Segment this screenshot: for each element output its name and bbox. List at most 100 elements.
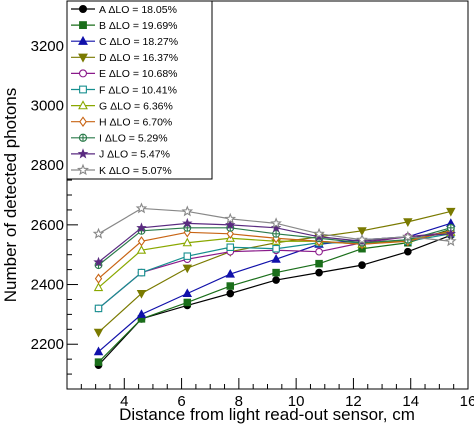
x-tick-label: 16 xyxy=(460,393,474,410)
data-point-i xyxy=(272,229,281,238)
legend-item-i: I ΔLO = 5.29% xyxy=(71,133,168,145)
x-tick-label: 6 xyxy=(177,393,185,410)
legend-item-h: H ΔLO = 6.70% xyxy=(71,116,172,129)
marker-shape xyxy=(226,228,234,239)
marker-shape xyxy=(136,222,147,233)
legend-label-i: I ΔLO = 5.29% xyxy=(99,133,168,145)
marker-shape xyxy=(403,218,413,228)
data-point-d xyxy=(357,227,367,236)
data-point-b xyxy=(315,259,323,268)
marker-shape xyxy=(78,35,88,45)
legend-label-b: B ΔLO = 19.69% xyxy=(99,20,178,32)
marker-shape xyxy=(181,205,194,217)
marker-shape xyxy=(78,100,88,110)
data-point-k xyxy=(445,235,457,247)
x-axis-title: Distance from light read-out sensor, cm xyxy=(119,405,415,424)
data-point-k xyxy=(181,205,194,217)
data-point-h xyxy=(226,228,234,239)
marker-shape xyxy=(356,233,368,245)
data-point-k xyxy=(92,227,105,239)
data-point-k xyxy=(270,217,282,229)
marker-shape xyxy=(137,268,146,277)
marker-shape xyxy=(404,247,412,256)
legend-marker-f xyxy=(79,85,87,94)
data-point-g xyxy=(136,245,147,254)
data-point-c xyxy=(182,288,193,298)
legend-item-j: J ΔLO = 5.47% xyxy=(71,148,170,161)
marker-shape xyxy=(93,282,104,292)
legend-item-c: C ΔLO = 18.27% xyxy=(71,35,178,48)
legend-marker-i xyxy=(78,133,88,142)
legend-marker-g xyxy=(78,100,88,110)
marker-shape xyxy=(402,230,414,242)
data-point-c xyxy=(136,309,147,318)
data-point-j xyxy=(182,217,193,228)
data-point-c xyxy=(225,268,235,278)
data-point-c xyxy=(93,346,104,356)
y-tick-label: 3200 xyxy=(31,38,64,55)
data-point-d xyxy=(446,207,456,217)
series-k xyxy=(92,202,457,247)
marker-shape xyxy=(94,304,103,313)
marker-shape xyxy=(136,245,147,254)
marker-shape xyxy=(137,236,146,247)
marker-shape xyxy=(357,227,367,236)
legend-label-d: D ΔLO = 16.37% xyxy=(99,52,178,64)
legend-marker-a xyxy=(78,4,88,14)
x-tick-label: 14 xyxy=(402,393,419,410)
marker-shape xyxy=(271,254,281,263)
data-point-a xyxy=(272,276,280,284)
data-point-g xyxy=(182,237,193,247)
marker-shape xyxy=(136,289,147,299)
data-point-k xyxy=(313,227,325,239)
data-point-b xyxy=(226,282,235,290)
marker-shape xyxy=(445,235,457,247)
axes: 4 6 8 10 12 14 16 2200 2400 2600 2800 3000 3200 xyxy=(31,0,474,410)
marker-shape xyxy=(78,69,88,78)
marker-shape xyxy=(226,289,235,298)
data-point-f xyxy=(94,304,103,313)
x-tick-label: 12 xyxy=(345,393,362,410)
x-tick-label: 4 xyxy=(120,393,128,410)
marker-shape xyxy=(93,346,104,356)
marker-shape xyxy=(272,276,280,284)
marker-shape xyxy=(79,21,87,30)
legend-label-c: C ΔLO = 18.27% xyxy=(99,36,178,48)
marker-shape xyxy=(182,217,193,228)
legend-label-h: H ΔLO = 6.70% xyxy=(99,117,172,129)
y-tick-label: 2800 xyxy=(31,157,64,174)
x-tick-label: 10 xyxy=(288,393,305,410)
data-point-f xyxy=(183,252,192,260)
marker-shape xyxy=(183,298,192,307)
marker-shape xyxy=(272,268,280,277)
marker-shape xyxy=(315,247,323,256)
legend-marker-h xyxy=(79,116,87,128)
data-point-h xyxy=(94,273,103,284)
legend-item-d: D ΔLO = 16.37% xyxy=(71,52,178,64)
legend-item-k: K ΔLO = 5.07% xyxy=(71,163,172,177)
marker-shape xyxy=(78,53,88,63)
legend-item-e: E ΔLO = 10.68% xyxy=(71,68,178,80)
marker-shape xyxy=(272,244,280,253)
data-point-a xyxy=(315,268,323,277)
data-point-a xyxy=(358,261,366,269)
legend-label-k: K ΔLO = 5.07% xyxy=(99,165,172,177)
data-point-f xyxy=(226,243,235,251)
marker-shape xyxy=(93,328,104,338)
data-point-d xyxy=(403,218,413,228)
data-point-k xyxy=(224,212,237,224)
legend-marker-e xyxy=(78,69,88,78)
legend-label-a: A ΔLO = 18.05% xyxy=(99,4,177,16)
x-tick-label: 8 xyxy=(235,393,243,410)
legend-label-j: J ΔLO = 5.47% xyxy=(99,149,170,161)
data-point-b xyxy=(94,358,103,366)
data-point-a xyxy=(226,289,235,298)
data-point-b xyxy=(183,298,192,307)
marker-shape xyxy=(76,163,90,176)
data-point-d xyxy=(136,289,147,299)
y-tick-label: 2600 xyxy=(31,217,64,234)
legend-item-f: F ΔLO = 10.41% xyxy=(71,84,177,96)
data-point-b xyxy=(272,268,280,277)
marker-shape xyxy=(446,207,456,217)
